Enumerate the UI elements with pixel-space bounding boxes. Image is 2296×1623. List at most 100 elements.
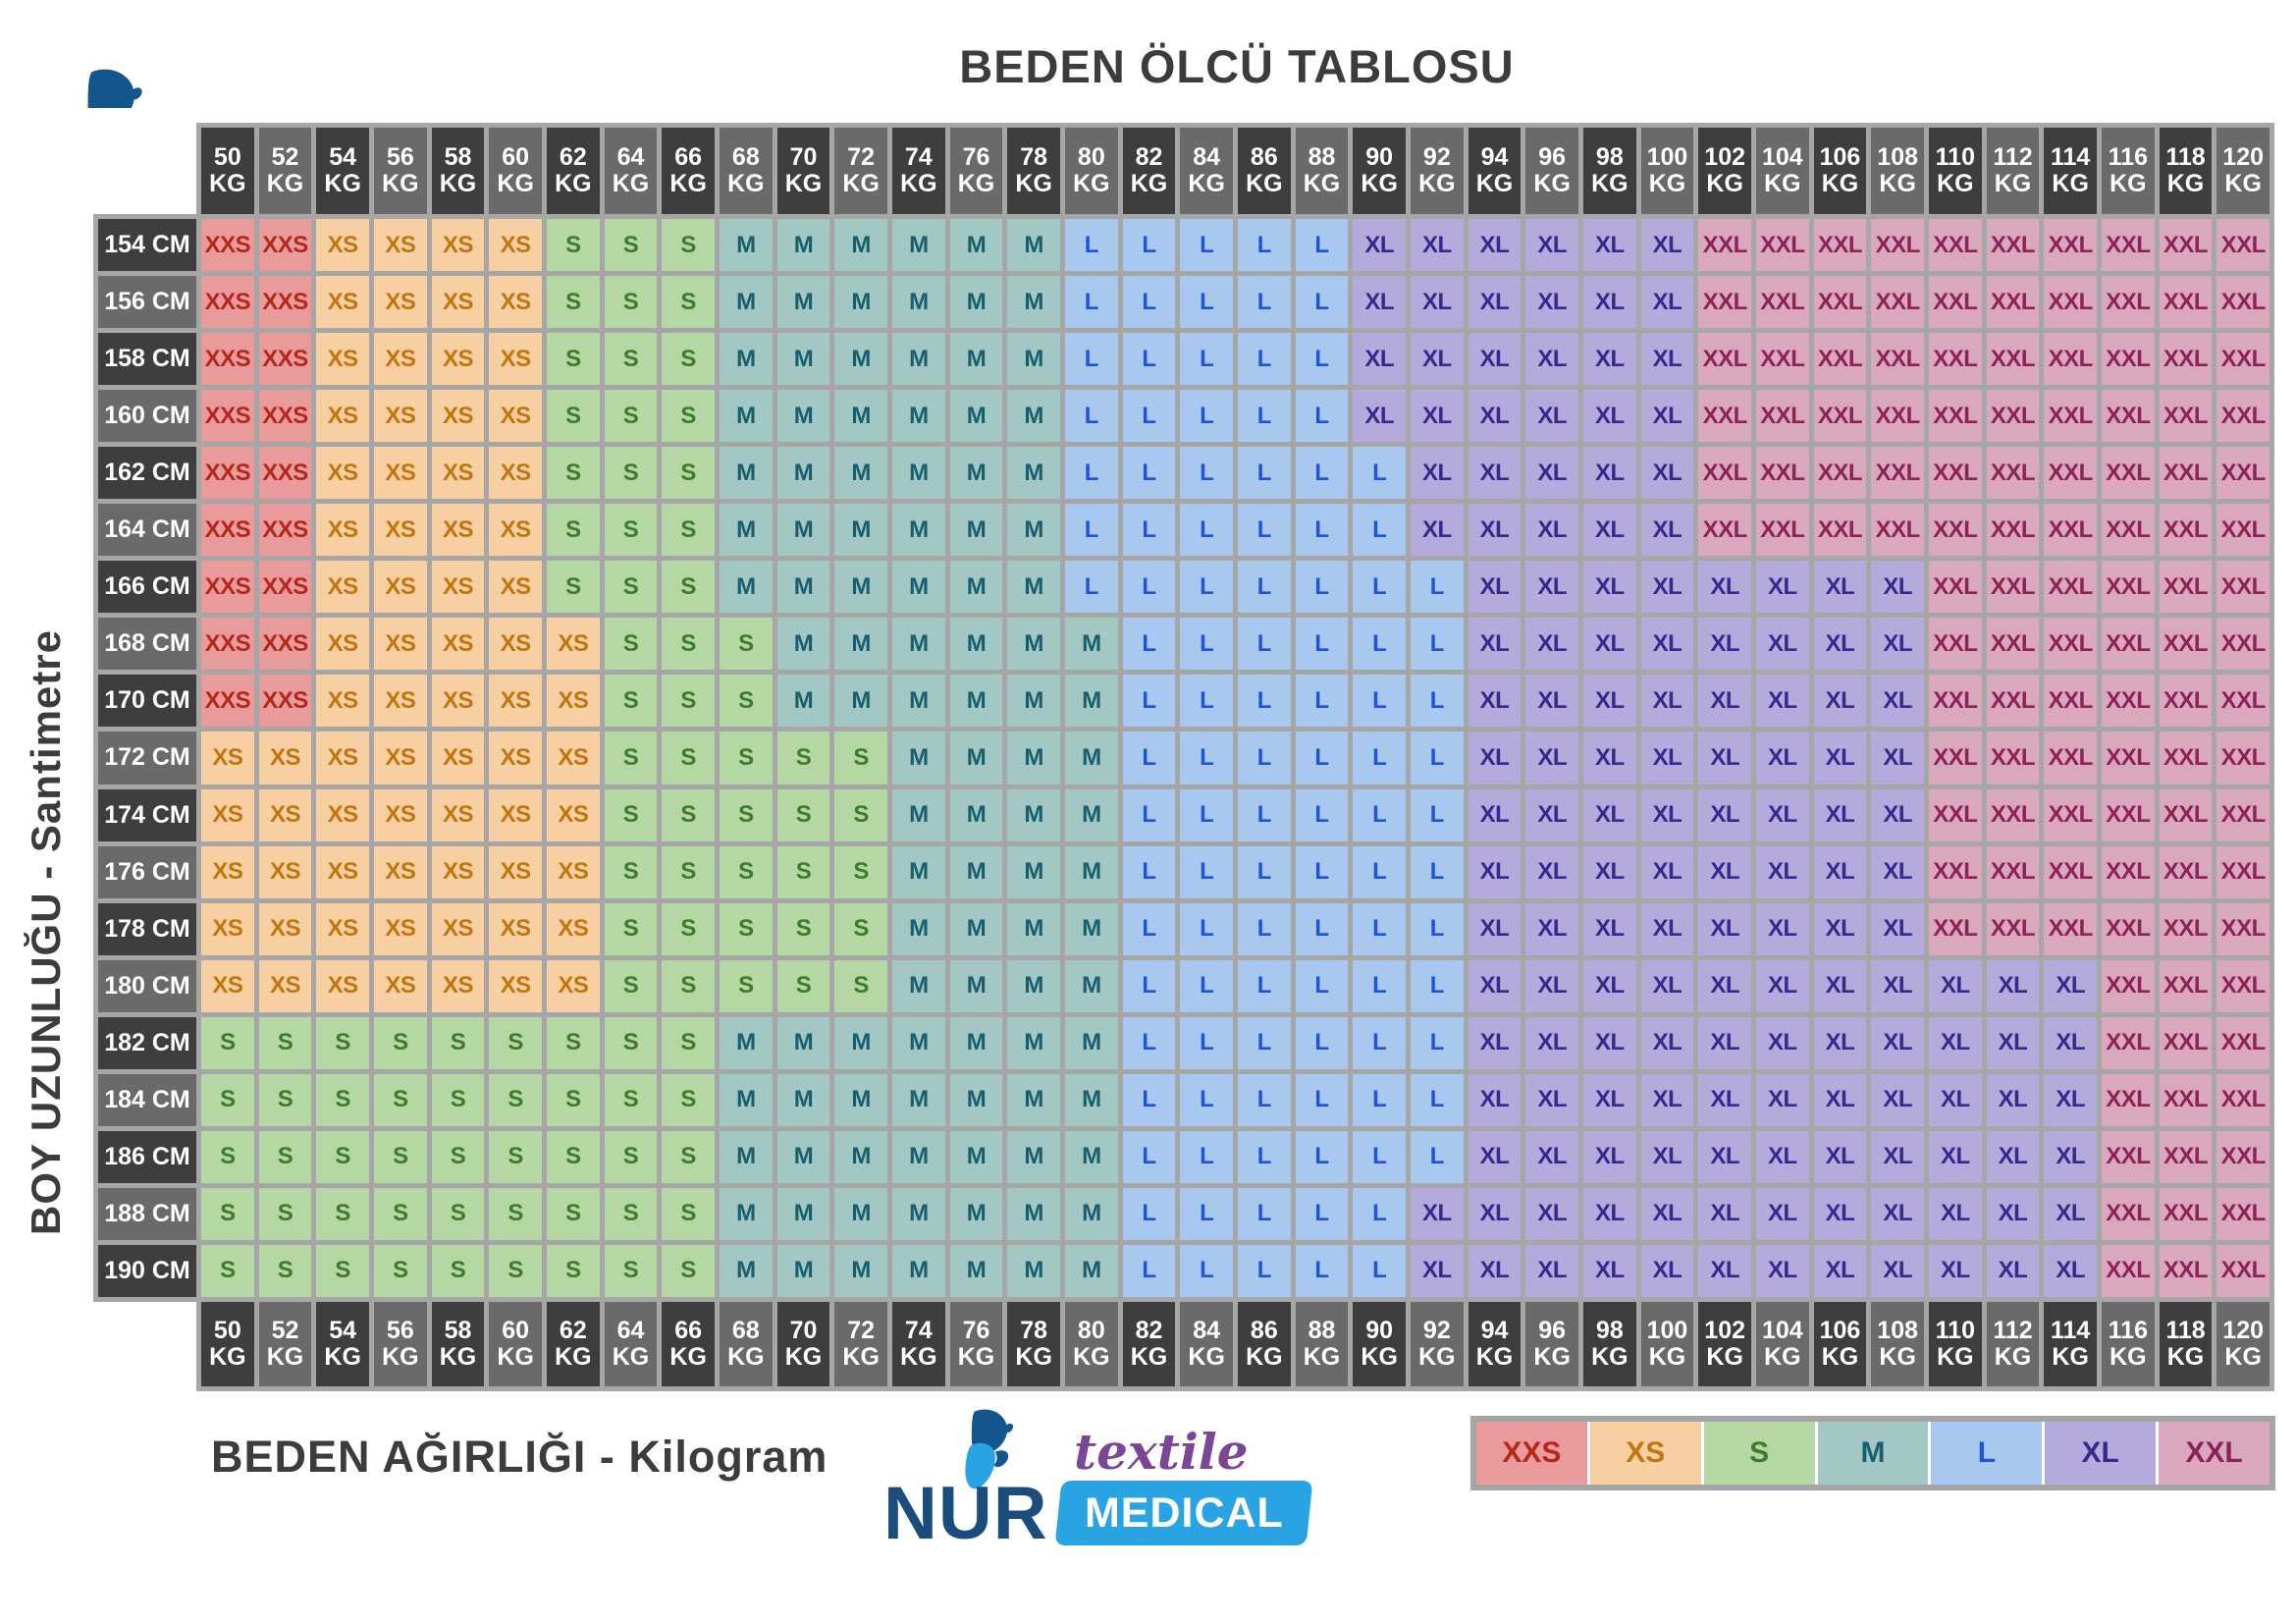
size-cell: M	[720, 333, 773, 386]
col-header-66kg: 66 KG	[662, 128, 715, 214]
size-cell: XL	[1525, 561, 1578, 614]
size-cell: L	[1180, 390, 1233, 443]
size-cell: XS	[374, 390, 427, 443]
size-cell: XL	[1525, 1244, 1578, 1297]
size-cell: XL	[1756, 1244, 1809, 1297]
size-cell: S	[604, 447, 658, 500]
col-header-72kg: 72 KG	[834, 128, 887, 214]
size-cell: M	[892, 618, 945, 671]
size-cell: XXL	[2216, 788, 2269, 841]
size-cell: M	[949, 561, 1003, 614]
size-cell: XXL	[2159, 1187, 2213, 1240]
size-cell: XS	[316, 845, 369, 898]
size-cell: XS	[374, 845, 427, 898]
size-cell: S	[547, 390, 600, 443]
size-cell: XS	[258, 902, 312, 955]
col-header-94kg: 94 KG	[1468, 128, 1522, 214]
size-cell: XL	[1871, 1130, 1924, 1183]
size-cell: XL	[1813, 1073, 1867, 1126]
size-cell: XS	[431, 561, 485, 614]
size-cell: XL	[1583, 219, 1636, 272]
row-header-170cm: 170 CM	[98, 675, 196, 728]
size-cell: L	[1295, 1130, 1349, 1183]
size-cell: S	[662, 788, 715, 841]
size-cell: XL	[1640, 390, 1694, 443]
row-header-176cm: 176 CM	[98, 845, 196, 898]
size-cell: XL	[1871, 1187, 1924, 1240]
row-header-180cm: 180 CM	[98, 959, 196, 1012]
size-cell: S	[547, 333, 600, 386]
size-cell: S	[662, 504, 715, 557]
size-cell: L	[1353, 788, 1406, 841]
size-cell: S	[547, 504, 600, 557]
size-cell: M	[1007, 845, 1060, 898]
size-cell: S	[776, 788, 830, 841]
size-cell: M	[1065, 618, 1118, 671]
size-cell: XXL	[1986, 504, 2040, 557]
size-cell: L	[1295, 1073, 1349, 1126]
size-cell: XL	[1871, 675, 1924, 728]
size-cell: XXL	[2102, 390, 2155, 443]
size-cell: L	[1295, 1187, 1349, 1240]
size-cell: S	[720, 845, 773, 898]
size-cell: XXL	[2102, 561, 2155, 614]
size-cell: M	[720, 561, 773, 614]
size-cell: S	[201, 1187, 254, 1240]
size-cell: M	[720, 1016, 773, 1069]
size-cell: M	[720, 276, 773, 329]
size-cell: XL	[1525, 1073, 1578, 1126]
size-cell: XS	[431, 788, 485, 841]
size-cell: XXL	[2216, 1187, 2269, 1240]
size-cell: XXL	[1698, 504, 1751, 557]
size-cell: XXS	[201, 561, 254, 614]
size-cell: M	[1065, 1244, 1118, 1297]
size-cell: XL	[1756, 845, 1809, 898]
size-cell: L	[1122, 959, 1176, 1012]
size-table: 50 KG 52 KG 54 KG 56 KG 58 KG 60 KG 62 KG 64 KG 66 KG 68 KG…	[93, 123, 2274, 1391]
size-cell: L	[1180, 845, 1233, 898]
col-header-110kg: 110 KG	[1929, 1301, 1982, 1386]
size-cell: XXL	[1813, 504, 1867, 557]
size-cell: M	[1007, 788, 1060, 841]
size-cell: XXL	[1986, 219, 2040, 272]
size-cell: S	[374, 1130, 427, 1183]
logo-tagline-text: textile	[1074, 1423, 1249, 1481]
size-cell: XL	[1583, 276, 1636, 329]
size-cell: XXL	[1986, 675, 2040, 728]
size-cell: XS	[489, 390, 542, 443]
size-cell: L	[1065, 504, 1118, 557]
size-cell: M	[892, 1244, 945, 1297]
size-cell: XL	[1698, 1073, 1751, 1126]
size-cell: L	[1180, 1187, 1233, 1240]
size-cell: L	[1238, 504, 1291, 557]
size-cell: XXL	[2159, 333, 2213, 386]
size-cell: XL	[1871, 1244, 1924, 1297]
size-cell: M	[776, 333, 830, 386]
size-cell: XXL	[2044, 561, 2097, 614]
size-cell: M	[949, 276, 1003, 329]
size-cell: L	[1180, 333, 1233, 386]
size-cell: M	[892, 1187, 945, 1240]
size-cell: XL	[1411, 504, 1464, 557]
row-header-178cm: 178 CM	[98, 902, 196, 955]
size-cell: L	[1122, 219, 1176, 272]
size-cell: XL	[1583, 845, 1636, 898]
page-title: BEDEN ÖLCÜ TABLOSU	[959, 40, 1515, 92]
size-cell: S	[431, 1016, 485, 1069]
size-cell: S	[604, 219, 658, 272]
size-cell: L	[1180, 731, 1233, 784]
col-header-102kg: 102 KG	[1698, 128, 1751, 214]
size-cell: XXL	[2216, 504, 2269, 557]
size-legend: XXS XS S M L XL XXL	[1470, 1416, 2275, 1490]
size-cell: M	[1065, 788, 1118, 841]
size-cell: M	[1007, 1244, 1060, 1297]
row-header-160cm: 160 CM	[98, 390, 196, 443]
size-cell: L	[1295, 561, 1349, 614]
size-cell: L	[1122, 447, 1176, 500]
size-cell: XL	[1468, 276, 1522, 329]
size-cell: S	[720, 788, 773, 841]
size-cell: XL	[1583, 504, 1636, 557]
size-cell: L	[1122, 1244, 1176, 1297]
size-cell: S	[662, 390, 715, 443]
size-cell: L	[1238, 618, 1291, 671]
